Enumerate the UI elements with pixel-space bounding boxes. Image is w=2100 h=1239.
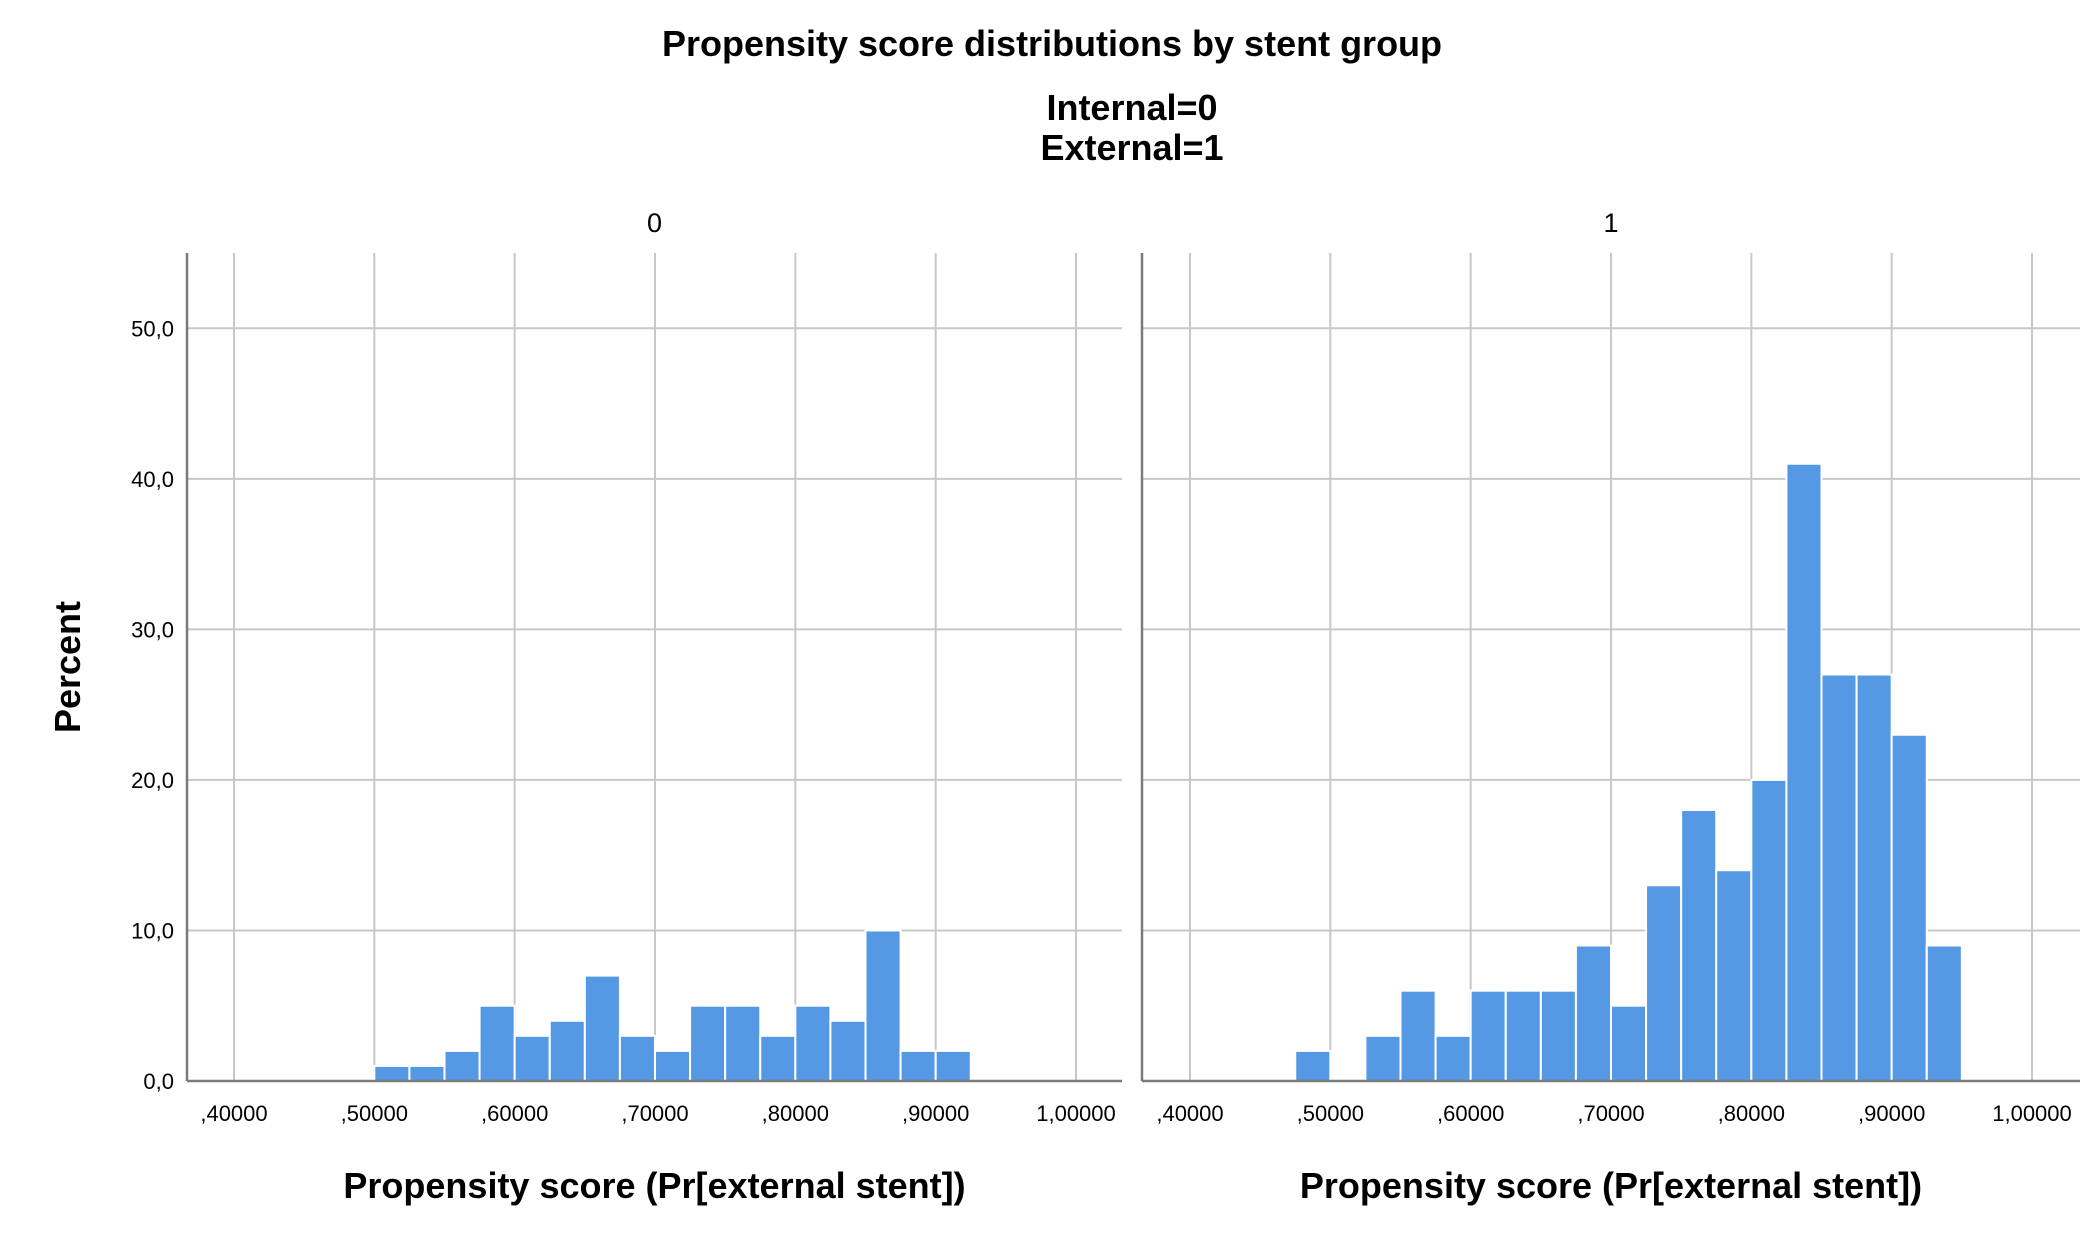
x-tick-label: ,60000 bbox=[1437, 1101, 1504, 1126]
x-axis-title: Propensity score (Pr[external stent]) bbox=[343, 1165, 965, 1206]
histogram-bar bbox=[1469, 989, 1507, 1082]
histogram-bar bbox=[583, 974, 621, 1082]
y-tick-label: 20,0 bbox=[131, 768, 174, 793]
y-axis-title: Percent bbox=[47, 601, 88, 733]
histogram-bar bbox=[1925, 944, 1963, 1082]
panel-0: 0 ,40000 ,50000 ,60000 ,70000 ,80000 ,90000 1,0… bbox=[131, 208, 1122, 1206]
y-tick-label: 30,0 bbox=[131, 617, 174, 642]
panel-1: 1 ,40000 ,50000 ,60000 ,70000 ,80000 ,90000 1,0… bbox=[1140, 208, 2080, 1206]
x-tick-label: ,50000 bbox=[1297, 1101, 1364, 1126]
histogram-bar bbox=[1820, 673, 1858, 1082]
histogram-bar bbox=[759, 1034, 797, 1082]
histogram-bar bbox=[513, 1034, 551, 1082]
histogram-bar bbox=[654, 1049, 692, 1082]
x-tick-label: ,80000 bbox=[1718, 1101, 1785, 1126]
histogram-bar bbox=[1504, 989, 1542, 1082]
histogram-bar bbox=[1610, 1004, 1648, 1083]
panel-label-1: 1 bbox=[1603, 208, 1618, 238]
histogram-bar bbox=[1855, 673, 1893, 1082]
histogram-bar bbox=[1294, 1049, 1332, 1082]
histogram-bar bbox=[548, 1019, 586, 1082]
histogram-bar bbox=[934, 1049, 972, 1082]
histogram-bar bbox=[899, 1049, 937, 1082]
x-tick-label: 1,00000 bbox=[1992, 1101, 2072, 1126]
histogram-bar bbox=[1680, 809, 1718, 1082]
histogram-bar bbox=[829, 1019, 867, 1082]
y-tick-label: 40,0 bbox=[131, 467, 174, 492]
x-tick-label: ,70000 bbox=[621, 1101, 688, 1126]
histogram-bar bbox=[408, 1064, 446, 1082]
chart-subtitle-line-2: External=1 bbox=[1040, 127, 1223, 168]
x-tick-label: 1,00000 bbox=[1036, 1101, 1116, 1126]
histogram-bar bbox=[1574, 944, 1612, 1082]
chart-subtitle-line-1: Internal=0 bbox=[1046, 87, 1217, 128]
x-tick-label: ,50000 bbox=[341, 1101, 408, 1126]
x-tick-label: ,90000 bbox=[902, 1101, 969, 1126]
histogram-bar bbox=[864, 929, 902, 1082]
x-tick-label: ,80000 bbox=[762, 1101, 829, 1126]
histogram-bar bbox=[1890, 733, 1928, 1083]
histogram-bar bbox=[1434, 1034, 1472, 1082]
x-axis-title: Propensity score (Pr[external stent]) bbox=[1300, 1165, 1922, 1206]
y-tick-label: 0,0 bbox=[143, 1069, 174, 1094]
y-tick-label: 10,0 bbox=[131, 918, 174, 943]
histogram-bar bbox=[443, 1049, 481, 1082]
histogram-bar bbox=[618, 1034, 657, 1082]
x-tick-label: ,40000 bbox=[1156, 1101, 1223, 1126]
histogram-bar bbox=[1399, 989, 1437, 1082]
x-tick-label: ,70000 bbox=[1577, 1101, 1644, 1126]
x-tick-label: ,60000 bbox=[481, 1101, 548, 1126]
histogram-bar bbox=[373, 1064, 411, 1082]
histogram-bar bbox=[1539, 989, 1577, 1082]
chart-title: Propensity score distributions by stent … bbox=[662, 23, 1442, 64]
x-tick-label: ,90000 bbox=[1858, 1101, 1925, 1126]
histogram-bar bbox=[1785, 462, 1823, 1083]
y-tick-label: 50,0 bbox=[131, 316, 174, 341]
histogram-bar bbox=[1645, 884, 1683, 1082]
histogram-bar bbox=[1750, 778, 1788, 1083]
histogram-bar bbox=[724, 1004, 762, 1083]
histogram-bar bbox=[478, 1004, 516, 1083]
histogram-bar bbox=[794, 1004, 832, 1083]
histogram-bar bbox=[1715, 869, 1753, 1083]
panel-label-0: 0 bbox=[647, 208, 662, 238]
histogram-bar bbox=[1364, 1034, 1402, 1082]
x-tick-label: ,40000 bbox=[200, 1101, 267, 1126]
panels-group: 0 ,40000 ,50000 ,60000 ,70000 ,80000 ,90000 1,0… bbox=[131, 208, 2080, 1206]
histogram-bar bbox=[689, 1004, 727, 1083]
